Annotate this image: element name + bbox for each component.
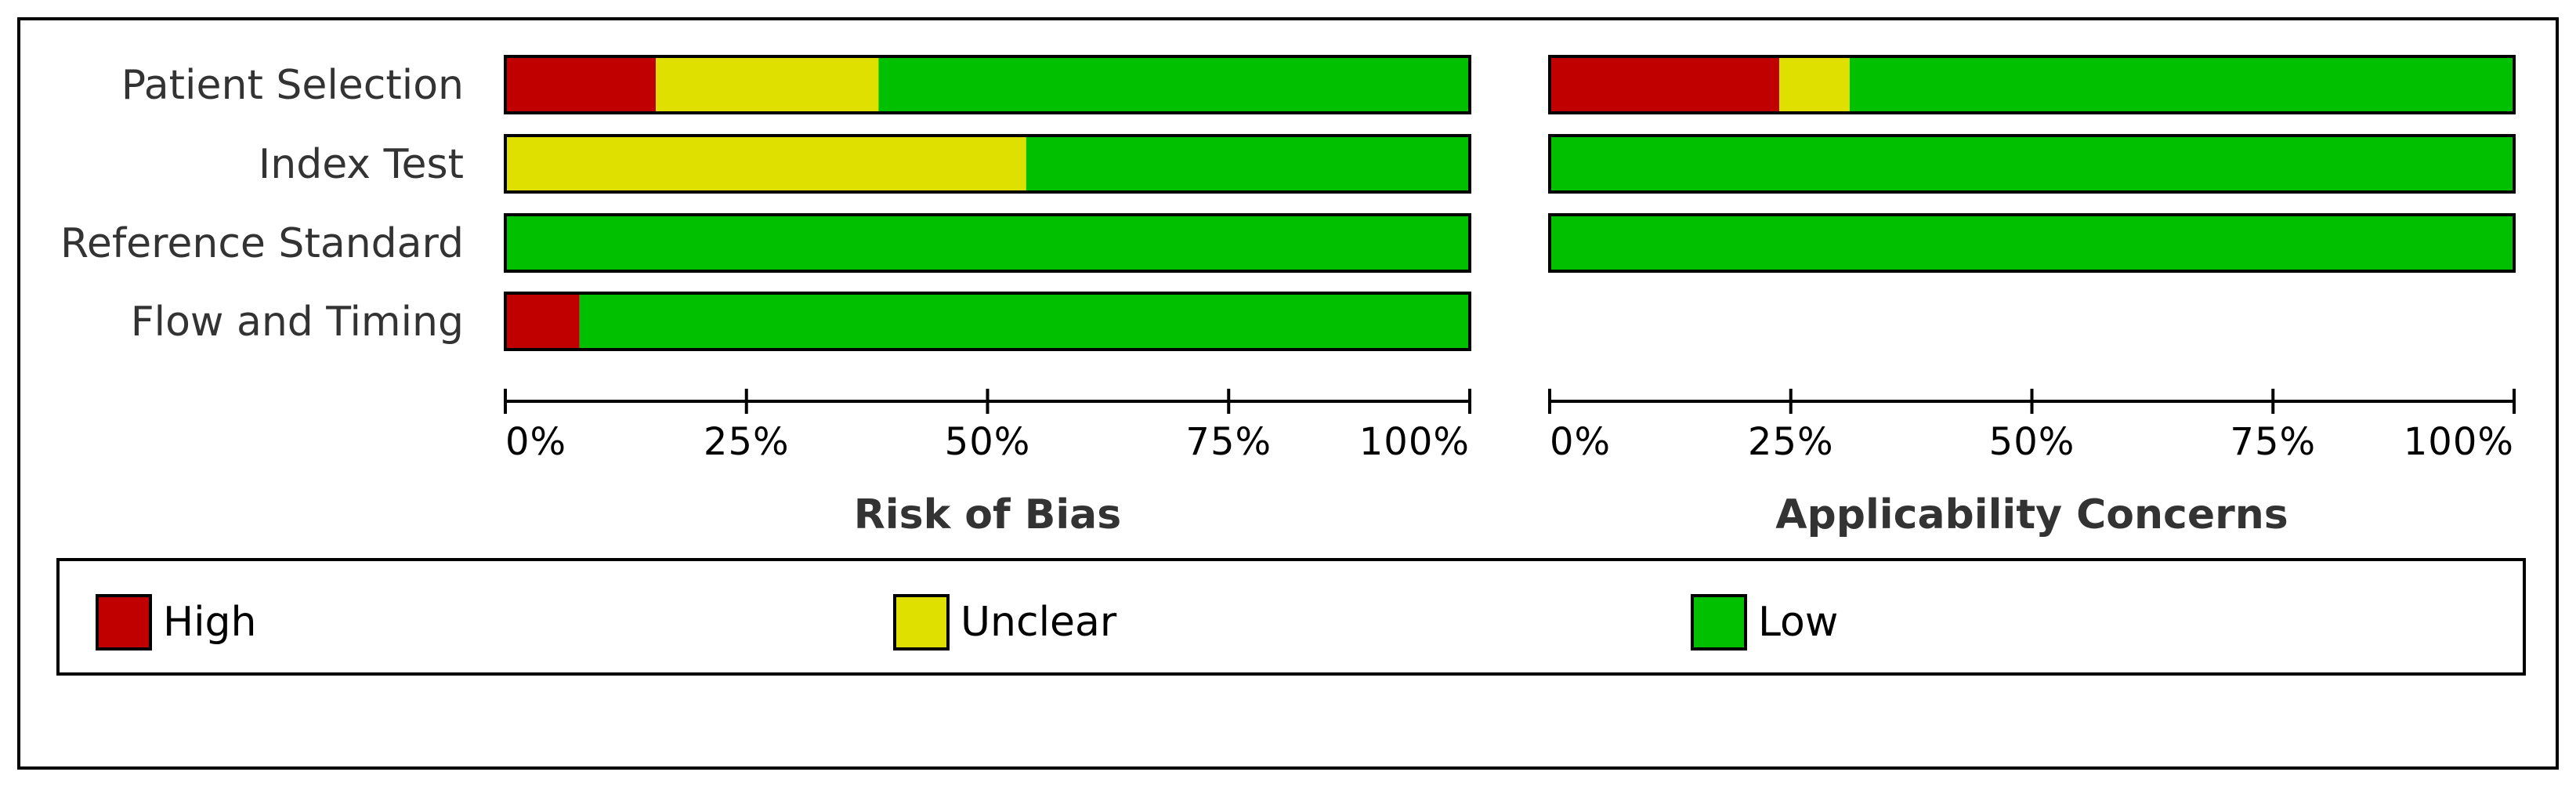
bar-risk-of-bias-patient-selection-high — [505, 56, 657, 113]
bar-risk-of-bias-patient-selection-unclear — [656, 56, 879, 113]
category-label-reference-standard: Reference Standard — [60, 220, 464, 267]
legend-swatch-low — [1691, 594, 1747, 650]
x-tick-label-applicability-3: 75% — [2230, 420, 2316, 464]
bar-outline-risk-of-bias-index-test — [504, 134, 1471, 194]
legend-item-low: Low — [1691, 594, 1838, 650]
category-label-index-test: Index Test — [259, 141, 464, 188]
legend-swatch-unclear — [893, 594, 950, 650]
x-tick-label-risk-of-bias-3: 75% — [1185, 420, 1272, 464]
bar-outline-risk-of-bias-patient-selection — [504, 55, 1471, 114]
legend-label-unclear: Unclear — [961, 599, 1117, 646]
bar-outline-risk-of-bias-reference-standard — [504, 213, 1471, 273]
legend-swatch-high — [96, 594, 152, 650]
bar-outline-risk-of-bias-flow-and-timing — [504, 292, 1471, 351]
x-tick-label-risk-of-bias-4: 100% — [1359, 420, 1470, 464]
bar-outline-applicability-reference-standard — [1548, 213, 2516, 273]
x-tick-label-risk-of-bias-2: 50% — [945, 420, 1031, 464]
bar-risk-of-bias-reference-standard-low — [505, 215, 1470, 271]
bar-applicability-patient-selection-unclear — [1778, 56, 1850, 113]
x-tick-label-applicability-2: 50% — [1989, 420, 2075, 464]
bar-applicability-reference-standard-low — [1550, 215, 2514, 271]
category-label-patient-selection: Patient Selection — [121, 62, 464, 109]
bar-outline-applicability-patient-selection — [1548, 55, 2516, 114]
bar-risk-of-bias-patient-selection-low — [878, 56, 1470, 113]
legend-label-low: Low — [1758, 599, 1839, 646]
legend: High Unclear Low — [56, 558, 2526, 676]
bar-risk-of-bias-index-test-low — [1026, 136, 1470, 192]
x-tick-label-applicability-1: 25% — [1748, 420, 1834, 464]
legend-item-unclear: Unclear — [893, 594, 1116, 650]
legend-item-high: High — [96, 594, 257, 650]
bar-risk-of-bias-flow-and-timing-low — [579, 293, 1470, 350]
panel-title-risk-of-bias: Risk of Bias — [854, 491, 1121, 538]
panel-title-applicability: Applicability Concerns — [1775, 491, 2288, 538]
bar-applicability-patient-selection-high — [1550, 56, 1779, 113]
bar-applicability-index-test-low — [1550, 136, 2514, 192]
bar-applicability-patient-selection-low — [1849, 56, 2514, 113]
x-tick-label-risk-of-bias-1: 25% — [704, 420, 790, 464]
x-tick-label-applicability-4: 100% — [2404, 420, 2514, 464]
x-tick-label-applicability-0: 0% — [1550, 420, 1611, 464]
x-tick-label-risk-of-bias-0: 0% — [505, 420, 566, 464]
bar-outline-applicability-index-test — [1548, 134, 2516, 194]
legend-label-high: High — [163, 599, 257, 646]
bar-risk-of-bias-flow-and-timing-high — [505, 293, 580, 350]
bar-risk-of-bias-index-test-unclear — [505, 136, 1026, 192]
category-label-flow-and-timing: Flow and Timing — [131, 299, 464, 346]
